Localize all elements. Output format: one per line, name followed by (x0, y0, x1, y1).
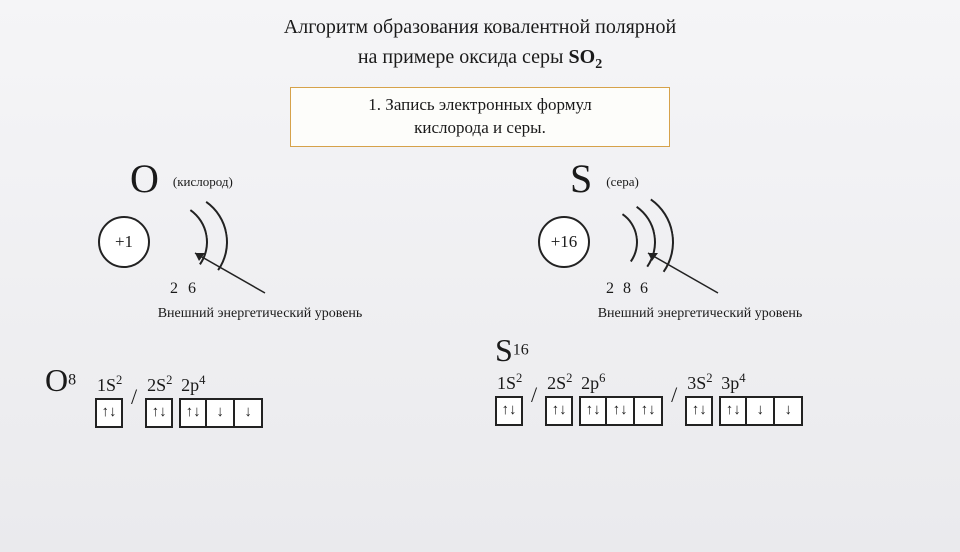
slash-separator: / (671, 382, 677, 408)
electron-box: ↓ (747, 396, 775, 426)
orbital-group: 2S2↑↓ (545, 371, 573, 426)
shell-number: 8 (623, 280, 631, 298)
electron-box: ↑↓ (179, 398, 207, 428)
oxygen-config: O8 1S2↑↓/2S2↑↓2p4↑↓↓↓ (45, 332, 465, 428)
slash-separator: / (131, 384, 137, 410)
electron-box: ↑↓ (95, 398, 123, 428)
electron-box: ↑↓ (719, 396, 747, 426)
electron-box: ↓ (207, 398, 235, 428)
orbital-boxes: ↑↓ (685, 396, 713, 426)
orbital-boxes: ↑↓ (545, 396, 573, 426)
step-line2: кислорода и серы. (414, 118, 546, 137)
orbital-label: 2p6 (581, 371, 605, 394)
step-box: 1. Запись электронных формул кислорода и… (290, 87, 670, 147)
electron-box: ↑↓ (145, 398, 173, 428)
title-line2-prefix: на примере оксида серы (358, 46, 569, 68)
oxygen-config-sup: 8 (68, 372, 76, 389)
sulfur-config-sup: 16 (513, 342, 529, 359)
electron-box: ↓ (235, 398, 263, 428)
sulfur-config-symbol: S (495, 332, 513, 369)
orbital-label: 2p4 (181, 373, 205, 396)
orbital-boxes: ↑↓ (145, 398, 173, 428)
orbital-label: 1S2 (97, 373, 122, 396)
orbital-boxes: ↑↓ (95, 398, 123, 428)
orbital-group: 1S2↑↓ (95, 373, 123, 428)
sulfur-orbitals: 1S2↑↓/2S2↑↓2p6↑↓↑↓↑↓/3S2↑↓3p4↑↓↓↓ (495, 371, 915, 426)
sulfur-symbol: S (570, 155, 592, 202)
shell-number: 2 (606, 280, 614, 298)
shell-number: 2 (170, 280, 178, 298)
formula-main: SO (569, 46, 596, 68)
oxygen-block: O (кислород) +1 2 6 Внешний энергетическ… (70, 155, 450, 322)
electron-box: ↑↓ (579, 396, 607, 426)
arrow-icon (638, 243, 728, 303)
orbital-boxes: ↑↓↓↓ (719, 396, 803, 426)
orbital-group: 2p4↑↓↓↓ (179, 373, 263, 428)
step-line1: 1. Запись электронных формул (368, 95, 591, 114)
electron-box: ↑↓ (495, 396, 523, 426)
orbital-label: 1S2 (497, 371, 522, 394)
orbital-boxes: ↑↓↓↓ (179, 398, 263, 428)
orbital-label: 3p4 (721, 371, 745, 394)
orbital-group: 2p6↑↓↑↓↑↓ (579, 371, 663, 426)
electron-box: ↑↓ (607, 396, 635, 426)
arrow-icon (185, 243, 275, 303)
orbital-label: 3S2 (687, 371, 712, 394)
oxygen-orbitals: 1S2↑↓/2S2↑↓2p4↑↓↓↓ (95, 373, 465, 428)
oxygen-orbit-diagram: +1 2 6 (70, 198, 450, 308)
orbital-group: 3p4↑↓↓↓ (719, 371, 803, 426)
sulfur-orbit-diagram: +16 2 8 6 (510, 198, 890, 308)
oxygen-symbol: O (130, 155, 159, 202)
electron-box: ↑↓ (545, 396, 573, 426)
orbital-label: 2S2 (147, 373, 172, 396)
electron-box: ↓ (775, 396, 803, 426)
orbital-label: 2S2 (547, 371, 572, 394)
formula-sub: 2 (595, 57, 602, 72)
orbital-group: 2S2↑↓ (145, 373, 173, 428)
electron-box: ↑↓ (685, 396, 713, 426)
oxygen-label: (кислород) (173, 174, 233, 189)
orbital-group: 1S2↑↓ (495, 371, 523, 426)
orbital-boxes: ↑↓ (495, 396, 523, 426)
electron-box: ↑↓ (635, 396, 663, 426)
page-title: Алгоритм образования ковалентной полярно… (0, 12, 960, 75)
oxygen-config-symbol: O (45, 362, 68, 399)
title-line1: Алгоритм образования ковалентной полярно… (284, 16, 676, 38)
sulfur-outer-label: Внешний энергетический уровень (510, 306, 890, 322)
orbital-boxes: ↑↓↑↓↑↓ (579, 396, 663, 426)
sulfur-block: S (сера) +16 2 8 6 Внешний энергетически… (510, 155, 890, 322)
oxygen-outer-label: Внешний энергетический уровень (70, 306, 450, 322)
slash-separator: / (531, 382, 537, 408)
sulfur-label: (сера) (606, 174, 639, 189)
orbital-group: 3S2↑↓ (685, 371, 713, 426)
sulfur-config: S16 1S2↑↓/2S2↑↓2p6↑↓↑↓↑↓/3S2↑↓3p4↑↓↓↓ (495, 332, 915, 428)
